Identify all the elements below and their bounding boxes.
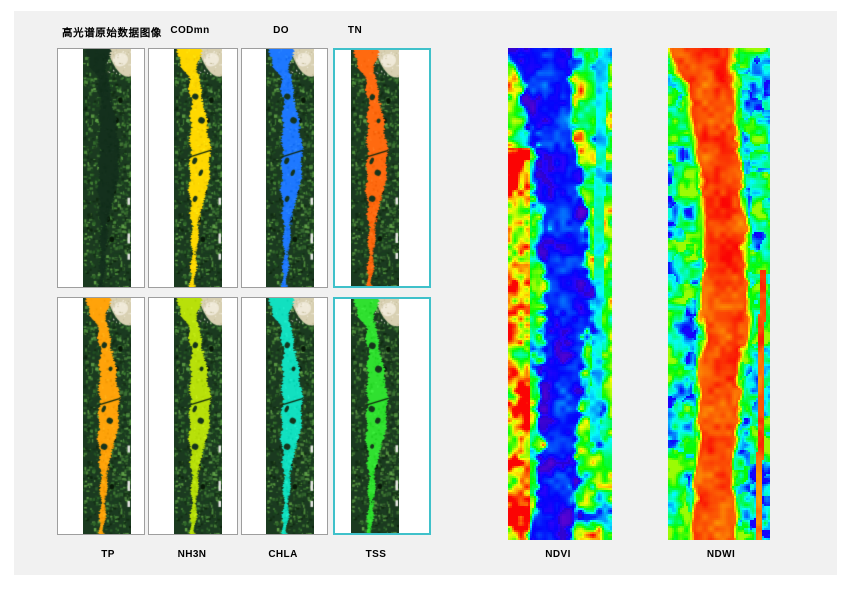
ndvi-map-image bbox=[508, 48, 612, 540]
ndwi-map-image bbox=[668, 48, 770, 540]
codmn-image bbox=[174, 49, 222, 287]
label-tn: TN bbox=[347, 25, 363, 36]
tn-image bbox=[351, 50, 399, 286]
label-nh3n: NH3N bbox=[177, 549, 207, 560]
label-tss: TSS bbox=[365, 549, 387, 560]
nh3n-image bbox=[174, 298, 222, 534]
label-ndvi: NDVI bbox=[545, 549, 571, 560]
tile-chla[interactable] bbox=[241, 297, 328, 535]
tile-nh3n[interactable] bbox=[148, 297, 238, 535]
tile-raw-hyperspectral[interactable] bbox=[57, 48, 145, 288]
raw-hyperspectral-image bbox=[83, 49, 131, 287]
label-tp: TP bbox=[101, 549, 115, 560]
label-ndwi: NDWI bbox=[706, 549, 736, 560]
tile-tss[interactable] bbox=[333, 297, 431, 535]
tile-codmn[interactable] bbox=[148, 48, 238, 288]
label-codmn: CODmn bbox=[170, 25, 210, 36]
label-do: DO bbox=[273, 25, 289, 36]
chla-image bbox=[266, 298, 314, 534]
tp-image bbox=[83, 298, 131, 534]
tile-tn[interactable] bbox=[333, 48, 431, 288]
label-chla: CHLA bbox=[268, 549, 298, 560]
main-canvas-area: 高光谱原始数据图像 CODmn DO TN TP NH3N CHLA TSS N… bbox=[14, 11, 837, 575]
do-image bbox=[266, 49, 314, 287]
tss-image bbox=[351, 299, 399, 533]
page-title: 高光谱原始数据图像 bbox=[62, 27, 162, 39]
tile-do[interactable] bbox=[241, 48, 328, 288]
tile-tp[interactable] bbox=[57, 297, 145, 535]
